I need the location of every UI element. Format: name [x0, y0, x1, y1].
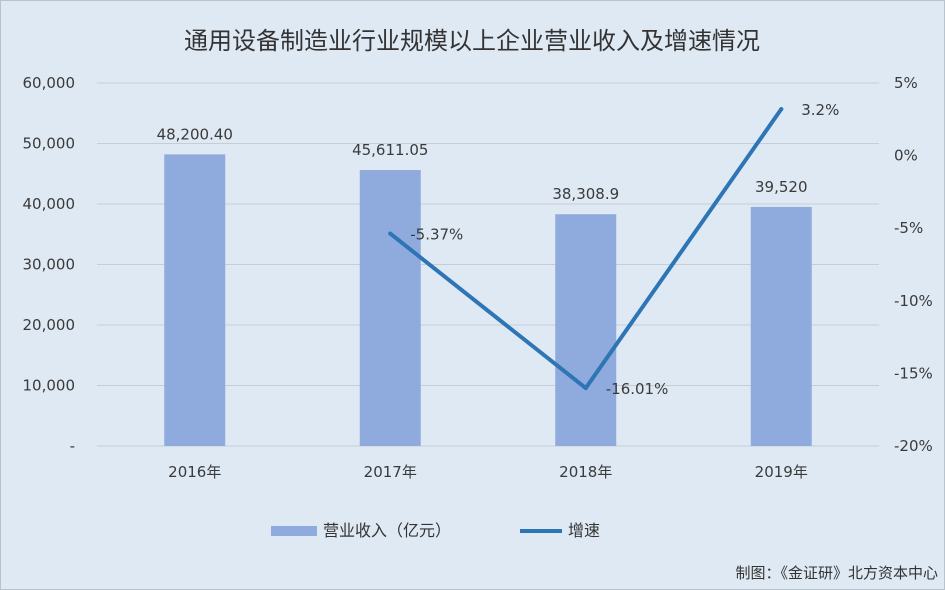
growth-point — [583, 386, 588, 391]
bar — [359, 170, 421, 446]
growth-point — [779, 107, 784, 112]
y-right-tick-label: -10% — [894, 292, 933, 310]
bar-value-label: 45,611.05 — [352, 141, 428, 159]
growth-value-label: 3.2% — [801, 101, 839, 119]
y-right-tick-label: 0% — [894, 147, 918, 165]
y-left-tick-label: 50,000 — [23, 135, 76, 153]
y-left-tick-label: 10,000 — [23, 377, 76, 395]
legend-bar-swatch — [271, 526, 317, 536]
y-right-tick-label: 5% — [894, 74, 918, 92]
bar — [164, 154, 226, 446]
credit-text: 制图：《金证研》北方资本中心 — [735, 564, 938, 582]
gridlines — [97, 82, 879, 447]
growth-value-label: -16.01% — [606, 380, 669, 398]
bar — [750, 206, 812, 446]
legend-bar-label: 营业收入（亿元） — [323, 521, 451, 540]
bar-value-label: 38,308.9 — [552, 185, 619, 203]
y-left-tick-label: 40,000 — [23, 195, 76, 213]
chart-title: 通用设备制造业行业规模以上企业营业收入及增速情况 — [184, 27, 760, 55]
y-right-tick-label: -15% — [894, 364, 933, 382]
x-tick-label: 2017年 — [364, 463, 417, 481]
bar-value-label: 48,200.40 — [157, 125, 233, 143]
y-left-tick-label: 30,000 — [23, 256, 76, 274]
x-tick-label: 2019年 — [755, 463, 808, 481]
legend: 营业收入（亿元） 增速 — [271, 521, 600, 540]
y-right-tick-label: -5% — [894, 219, 923, 237]
legend-line-label: 增速 — [568, 521, 600, 540]
y-left-tick-label: - — [70, 437, 75, 455]
bar-value-label: 39,520 — [755, 178, 808, 196]
x-tick-label: 2016年 — [168, 463, 221, 481]
line-series: -5.37% -16.01% 3.2% — [388, 101, 839, 398]
bar — [555, 214, 617, 446]
x-tick-label: 2018年 — [559, 463, 612, 481]
growth-point — [388, 231, 393, 236]
y-left-tick-label: 60,000 — [23, 74, 76, 92]
bar-series: 48,200.40 45,611.05 38,308.9 39,520 — [157, 125, 812, 446]
y-left-tick-label: 20,000 — [23, 316, 76, 334]
axes: - 10,000 20,000 30,000 40,000 50,000 60,000 5% 0… — [23, 74, 933, 481]
y-right-tick-label: -20% — [894, 437, 933, 455]
growth-value-label: -5.37% — [410, 226, 463, 244]
